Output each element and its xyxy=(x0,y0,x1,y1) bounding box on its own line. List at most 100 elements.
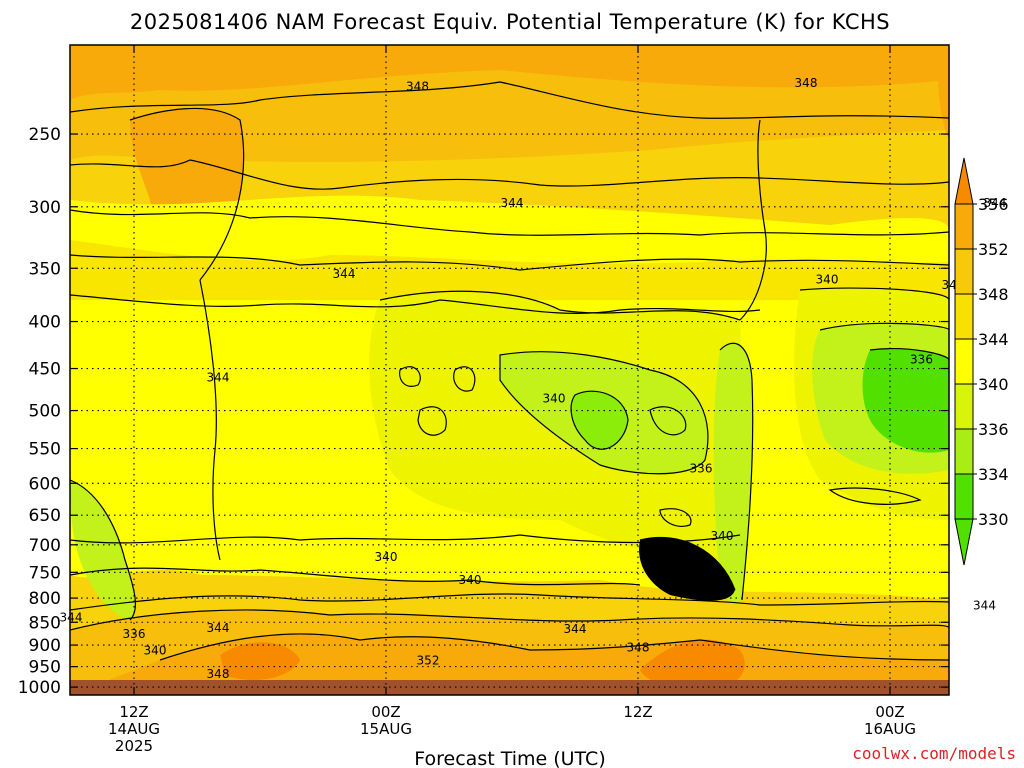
contour-line xyxy=(70,479,136,621)
contour-line xyxy=(719,342,754,601)
y-tick-label: 600 xyxy=(29,474,61,494)
contour-value-label: 344 xyxy=(207,621,230,635)
contour-value-label: 344 xyxy=(333,267,356,281)
y-tick-label: 700 xyxy=(29,536,61,556)
y-tick-label: 400 xyxy=(29,313,61,333)
colorbar-label: 348 xyxy=(978,285,1009,304)
y-tick-label: 250 xyxy=(29,125,61,145)
x-tick-label: 16AUG xyxy=(864,720,916,738)
y-tick-label: 900 xyxy=(29,636,61,656)
colorbar-label: 334 xyxy=(978,465,1009,484)
contour-line xyxy=(159,633,949,661)
fill-vertical-plume xyxy=(713,343,753,604)
fill-yellow-left xyxy=(70,240,949,300)
y-tick-label: 300 xyxy=(29,198,61,218)
contour-line xyxy=(499,351,709,475)
contour-value-label: 344 xyxy=(973,598,996,612)
x-tick-label: 12Z xyxy=(623,703,652,721)
plot-area xyxy=(70,45,949,695)
colorbar-label: 356 xyxy=(978,195,1009,214)
fill-green-spot xyxy=(571,391,628,450)
colorbar-label: 336 xyxy=(978,420,1009,439)
colorbar-segment xyxy=(955,384,973,429)
colorbar-label: 330 xyxy=(978,510,1009,529)
y-tick-label: 350 xyxy=(29,259,61,279)
contour-line xyxy=(659,508,692,527)
colorbar-segment xyxy=(955,429,973,474)
y-tick-label: 750 xyxy=(29,563,61,583)
contour-line xyxy=(799,287,949,301)
chart-title: 2025081406 NAM Forecast Equiv. Potential… xyxy=(130,10,890,34)
fill-low-dark-2 xyxy=(640,639,745,691)
contour-line xyxy=(639,536,736,591)
colorbar-segment xyxy=(955,339,973,384)
contour-value-label: 348 xyxy=(207,667,230,681)
contour-line xyxy=(739,119,767,321)
fill-right-core xyxy=(862,348,949,453)
contour-lines-layer xyxy=(70,81,949,661)
fill-top-right-spike xyxy=(938,45,949,140)
contour-line xyxy=(70,209,949,236)
colorbar-extend-top xyxy=(954,157,974,205)
color-fill-layer xyxy=(70,45,949,695)
contour-line xyxy=(70,534,741,544)
colorbar-segment xyxy=(955,294,973,339)
x-tick-label: 2025 xyxy=(115,737,153,755)
contour-value-label: 352 xyxy=(417,653,440,667)
contour-line xyxy=(570,390,629,450)
contour-line xyxy=(129,107,245,281)
contour-line xyxy=(70,81,949,119)
contour-value-label: 340 xyxy=(375,550,398,564)
x-tick-label: 00Z xyxy=(875,703,904,721)
y-tick-label: 800 xyxy=(29,589,61,609)
contour-value-label: 344 xyxy=(984,196,1007,210)
colorbar-extend-bottom xyxy=(954,518,974,566)
y-tick-label: 850 xyxy=(29,613,61,633)
y-tick-label: 650 xyxy=(29,506,61,526)
contour-line xyxy=(417,406,447,436)
y-tick-label: 950 xyxy=(29,658,61,678)
contour-value-label: 336 xyxy=(123,627,146,641)
y-axis-ticks: 250 300 350 400 450 500 550 600 650 700 750 800 850 9… xyxy=(18,125,949,698)
colorbar-segment xyxy=(955,474,973,519)
contour-value-label: 348 xyxy=(627,640,650,654)
contour-value-label: 336 xyxy=(690,461,713,475)
contour-line xyxy=(869,348,949,361)
contour-value-label: 340 xyxy=(144,643,167,657)
contour-line xyxy=(70,609,949,631)
contour-value-label: 348 xyxy=(795,76,818,90)
contour-line xyxy=(199,279,221,561)
colorbar-segment xyxy=(955,204,973,249)
contour-value-label: 344 xyxy=(564,622,587,636)
fill-lower-right-green xyxy=(639,537,735,601)
ground-band xyxy=(70,680,949,695)
fill-lower-left-green xyxy=(70,480,136,620)
contour-line xyxy=(828,487,922,505)
colorbar-label: 344 xyxy=(978,330,1009,349)
plot-frame xyxy=(69,44,950,696)
x-tick-label: 00Z xyxy=(371,703,400,721)
x-tick-label: 15AUG xyxy=(360,720,412,738)
y-tick-label: 450 xyxy=(29,360,61,380)
contour-line xyxy=(453,366,476,392)
contour-value-label: 348 xyxy=(406,80,429,94)
fill-upper-dark xyxy=(70,45,949,100)
y-tick-label: 1000 xyxy=(18,678,61,698)
contour-line xyxy=(70,254,949,271)
fill-low-dark-3 xyxy=(220,642,300,680)
colorbar: 330 334 336 340 344 348 352 356 xyxy=(954,157,1009,566)
x-axis-label: Forecast Time (UTC) xyxy=(414,748,605,768)
contour-value-label: 340 xyxy=(543,391,566,405)
contour-line xyxy=(70,159,949,190)
contour-value-label: 336 xyxy=(910,353,933,367)
x-axis-ticks: 12Z14AUG202500Z15AUG12Z00Z16AUG12Z00Z17A… xyxy=(108,45,916,755)
colorbar-label: 340 xyxy=(978,375,1009,394)
contour-line xyxy=(70,567,641,586)
contour-value-label: 340 xyxy=(711,529,734,543)
colorbar-segment xyxy=(955,249,973,294)
contour-line xyxy=(70,294,761,314)
x-tick-label: 14AUG xyxy=(108,720,160,738)
contour-line xyxy=(379,290,741,321)
grid-lines xyxy=(70,45,949,695)
